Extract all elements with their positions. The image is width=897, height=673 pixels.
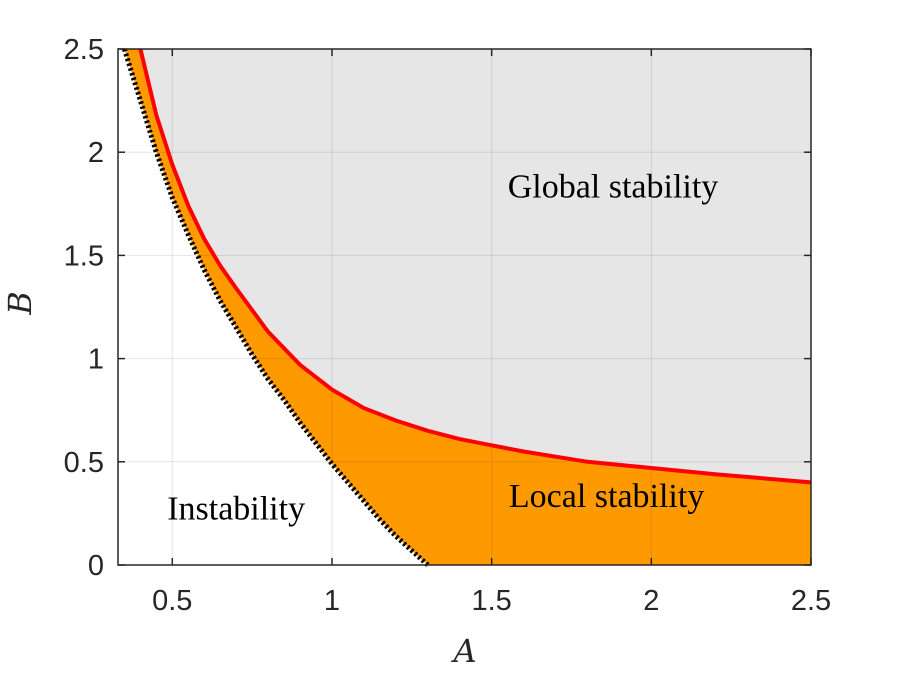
y-axis-label: B bbox=[1, 291, 39, 316]
region-label-global-stability: Global stability bbox=[508, 169, 719, 206]
tick-layer: 0.5 1 1.5 2 2.5 0 0.5 1 1.5 2 2.5 bbox=[64, 34, 831, 617]
region-label-layer: Instability Local stability Global stabili… bbox=[167, 169, 718, 528]
region-label-local-stability: Local stability bbox=[509, 478, 704, 515]
x-tick-label: 0.5 bbox=[152, 585, 192, 617]
plot-layer bbox=[118, 49, 811, 565]
x-tick-label: 1.5 bbox=[471, 585, 511, 617]
y-tick-label: 1 bbox=[88, 344, 104, 376]
y-tick-label: 0 bbox=[88, 550, 104, 582]
y-tick-label: 2 bbox=[88, 137, 104, 169]
y-tick-label: 0.5 bbox=[64, 447, 104, 479]
x-tick-label: 2.5 bbox=[791, 585, 831, 617]
y-tick-label: 1.5 bbox=[64, 240, 104, 272]
axes-layer bbox=[117, 48, 812, 566]
x-tick-label: 1 bbox=[324, 585, 340, 617]
instability-boundary-curve bbox=[122, 48, 430, 567]
x-tick-label: 2 bbox=[643, 585, 659, 617]
region-global-stability bbox=[140, 49, 811, 483]
boundary-layer bbox=[122, 48, 812, 567]
region-label-instability: Instability bbox=[167, 491, 305, 528]
y-tick-label: 2.5 bbox=[64, 34, 104, 66]
global-stability-boundary-curve bbox=[138, 48, 812, 485]
axes-box bbox=[117, 48, 812, 566]
x-axis-label: A bbox=[450, 632, 476, 670]
